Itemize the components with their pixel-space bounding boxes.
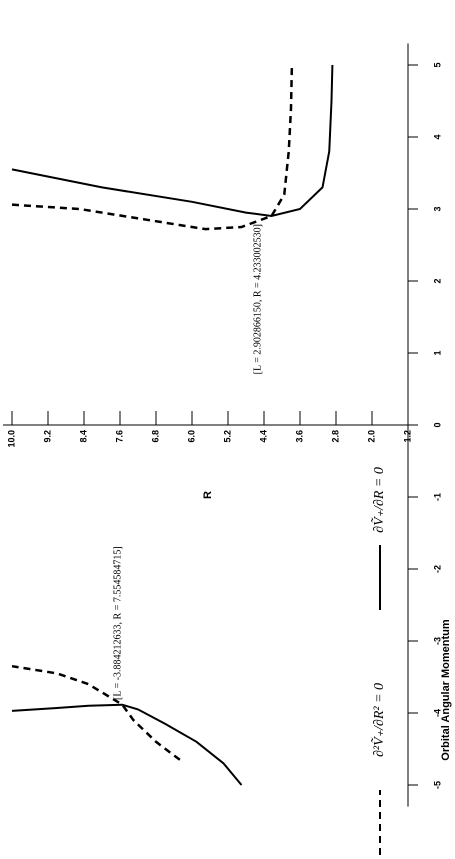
y-tick-label: 10.0 bbox=[6, 430, 16, 448]
y-tick-label: 9.2 bbox=[42, 430, 52, 443]
series-line bbox=[11, 64, 294, 761]
x-tick-label: -4 bbox=[432, 709, 442, 717]
annotation: [L = 2.902866150, R = 4.233002530] bbox=[252, 224, 263, 374]
x-axis-title: Orbital Angular Momentum bbox=[440, 619, 452, 761]
y-tick-label: 7.6 bbox=[114, 430, 124, 443]
x-tick-label: 4 bbox=[432, 134, 442, 139]
y-tick-label: 4.4 bbox=[258, 430, 268, 443]
x-tick-label: 5 bbox=[432, 62, 442, 67]
annotation: [L = -3.884212633, R = 7.554584715] bbox=[112, 546, 123, 700]
y-tick-label: 6.8 bbox=[150, 430, 160, 443]
x-tick-label: 0 bbox=[432, 422, 442, 427]
legend-label: ∂²Ṽ₊/∂R² = 0 bbox=[370, 683, 387, 757]
y-tick-label: 6.0 bbox=[186, 430, 196, 443]
y-tick-label: 2.0 bbox=[366, 430, 376, 443]
y-tick-label: 2.8 bbox=[330, 430, 340, 443]
series-line bbox=[11, 64, 334, 786]
y-tick-label: 8.4 bbox=[78, 430, 88, 443]
legend-label: ∂Ṽ₊/∂R = 0 bbox=[370, 467, 387, 533]
y-tick-label: 5.2 bbox=[222, 430, 232, 443]
y-tick-label: 3.6 bbox=[294, 430, 304, 443]
x-tick-label: -3 bbox=[432, 637, 442, 645]
rotated-plot: R Orbital Angular Momentum [L = -3.88421… bbox=[3, 43, 452, 855]
y-axis-title: R bbox=[202, 491, 214, 499]
x-tick-label: 3 bbox=[432, 206, 442, 211]
y-tick-label: 1.2 bbox=[402, 430, 412, 443]
x-tick-label: 1 bbox=[432, 350, 442, 355]
x-tick-label: -5 bbox=[432, 781, 442, 789]
x-tick-label: 2 bbox=[432, 278, 442, 283]
x-tick-label: -2 bbox=[432, 565, 442, 573]
x-tick-label: -1 bbox=[432, 493, 442, 501]
